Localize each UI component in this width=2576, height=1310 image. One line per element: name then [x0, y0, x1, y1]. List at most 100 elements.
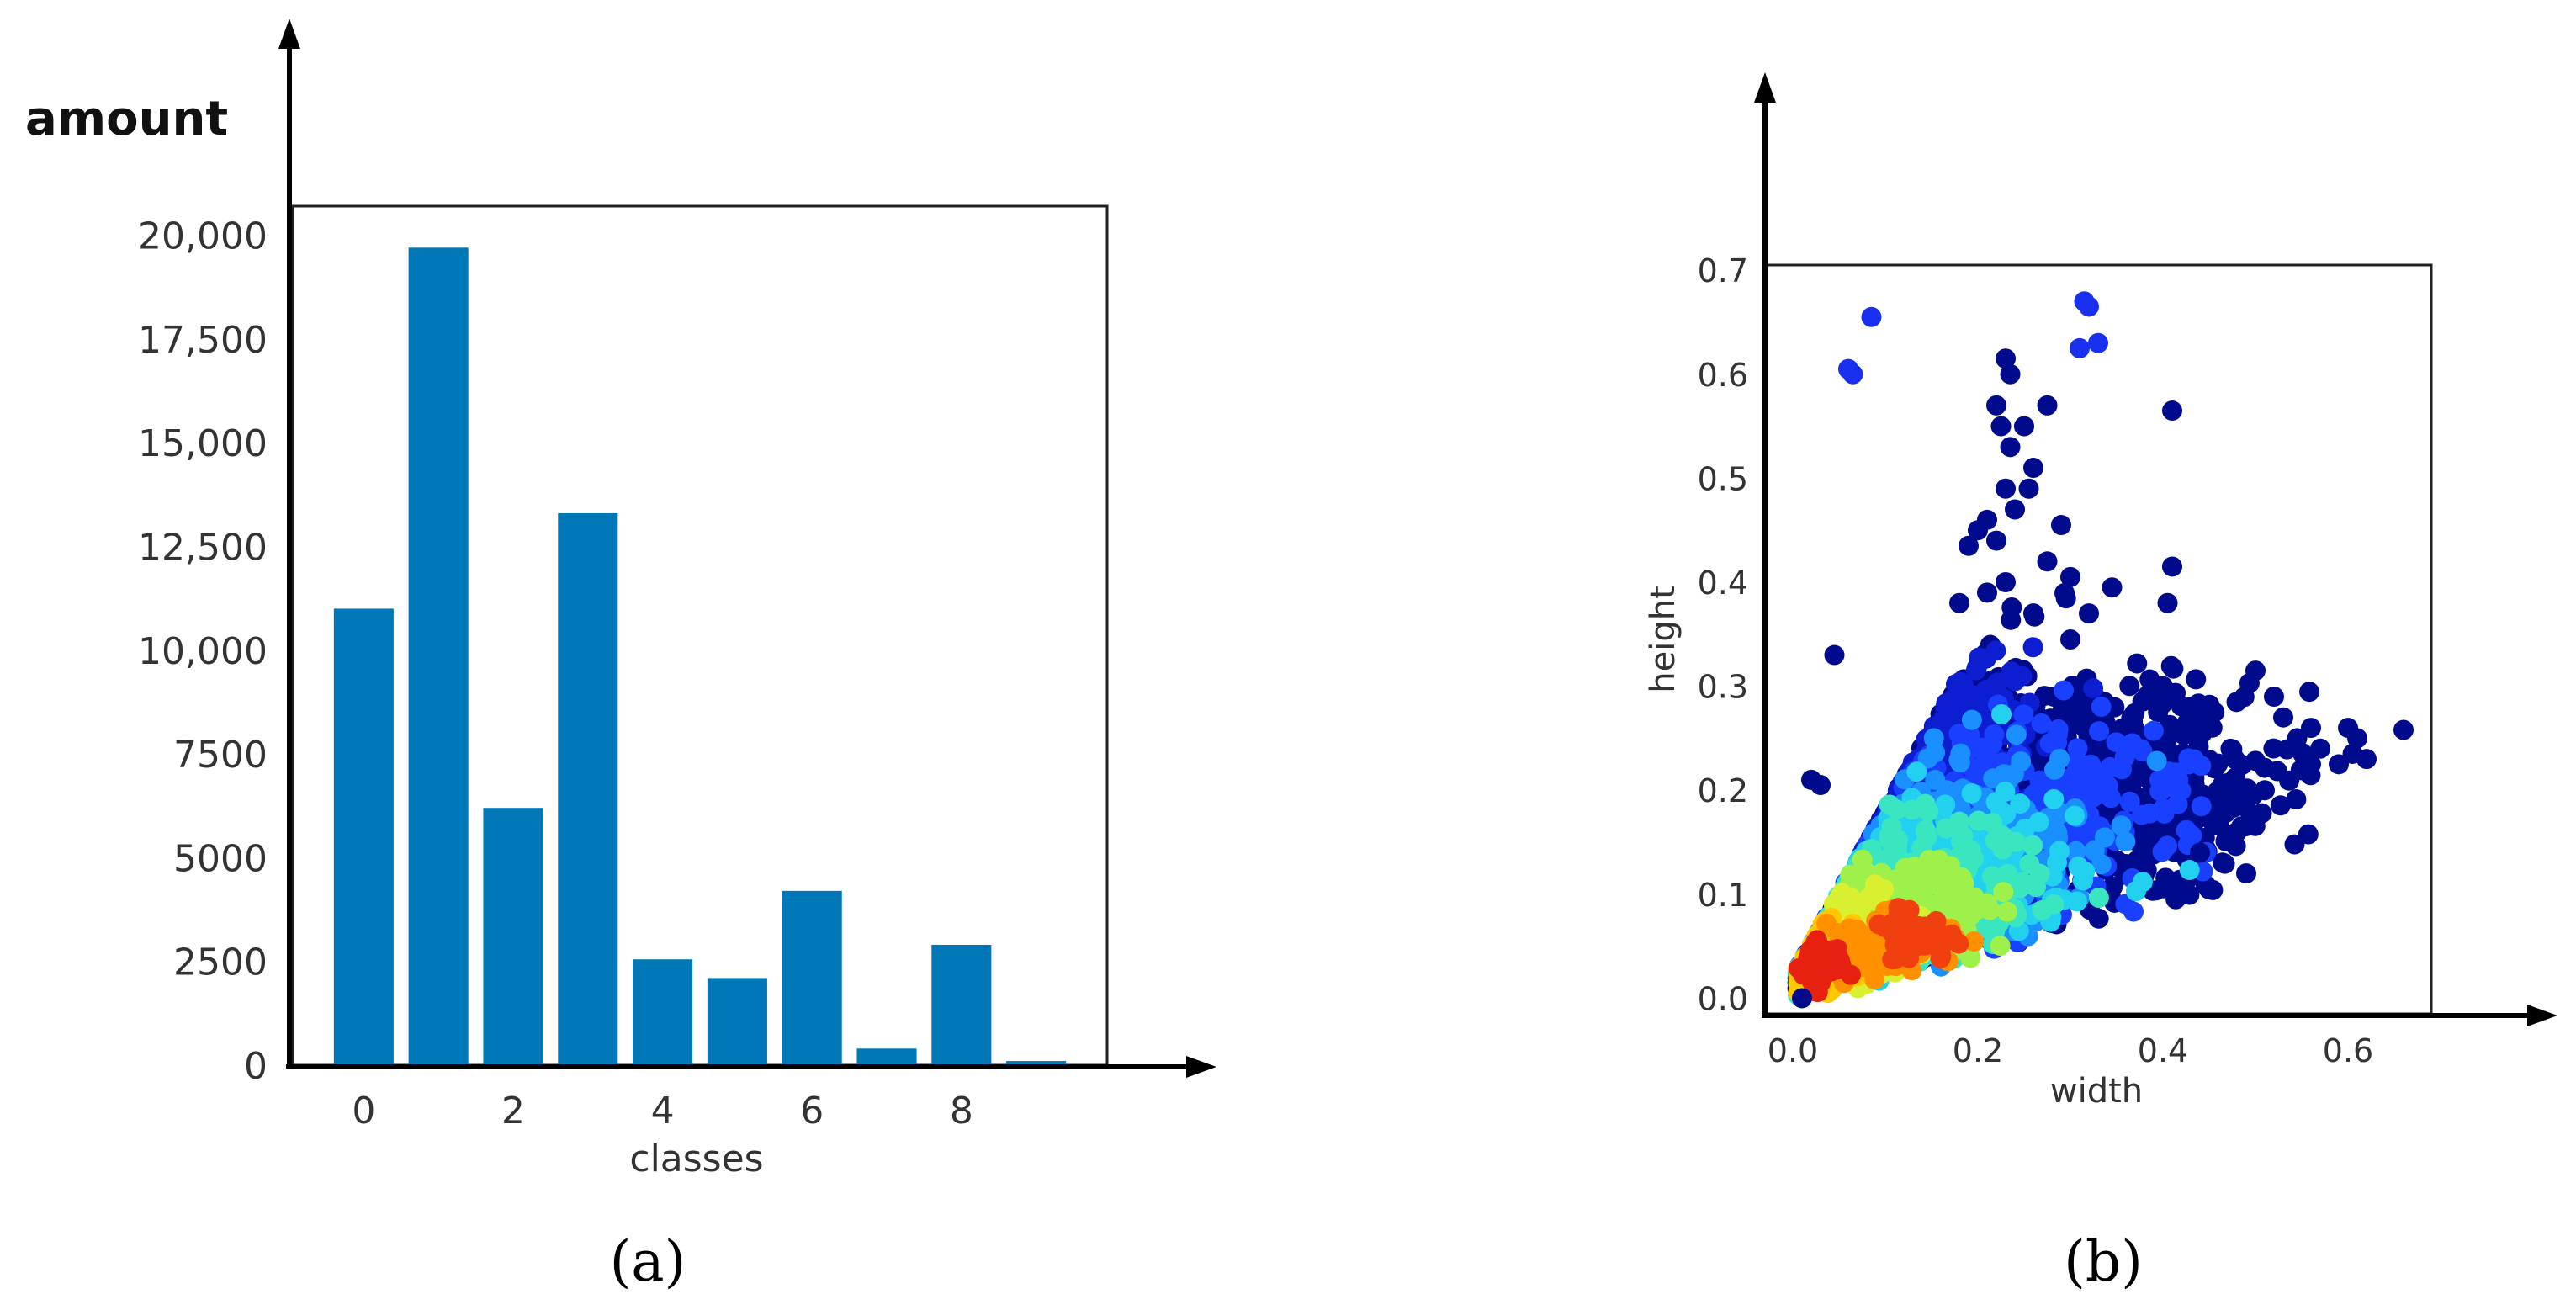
x-tick-label: 6	[800, 1090, 824, 1132]
scatter-point	[2127, 653, 2148, 674]
scatter-point	[2000, 437, 2021, 458]
scatter-point	[2245, 806, 2266, 827]
scatter-point	[2079, 296, 2099, 317]
scatter-y-tick-label: 0.5	[1698, 460, 1748, 497]
scatter-point	[1824, 644, 1845, 666]
x-axis-ticks: 0 2 4 6 8	[352, 1090, 973, 1132]
y-tick-label: 5000	[173, 837, 268, 880]
scatter-point	[2264, 686, 2284, 707]
scatter-point	[2155, 867, 2176, 888]
scatter-point	[2043, 788, 2065, 809]
scatter-y-tick-label: 0.3	[1698, 669, 1748, 706]
scatter-point	[1879, 794, 1900, 815]
scatter-point	[2000, 363, 2021, 385]
scatter-point	[2022, 835, 2043, 856]
scatter-point	[1928, 923, 1949, 944]
scatter-y-tick-label: 0.1	[1698, 877, 1748, 914]
x-tick-label: 2	[501, 1090, 525, 1132]
scatter-point	[2102, 577, 2123, 598]
scatter-x-tick-label: 0.6	[2323, 1032, 2373, 1069]
scatter-point	[2299, 682, 2320, 703]
scatter-point	[2088, 908, 2109, 929]
bar-class-3	[558, 512, 618, 1065]
scatter-point	[1916, 826, 1937, 847]
scatter-point	[2157, 592, 2178, 613]
scatter-point	[2162, 400, 2182, 422]
scatter-point	[2301, 754, 2321, 775]
scatter-point	[2130, 739, 2151, 760]
scatter-point	[2263, 738, 2284, 759]
x-tick-label: 4	[651, 1090, 675, 1132]
scatter-x-axis-arrowhead	[2527, 1005, 2557, 1026]
scatter-point	[2165, 888, 2186, 910]
scatter-point	[2075, 773, 2096, 794]
scatter-point	[2051, 515, 2071, 536]
scatter-point	[2218, 798, 2239, 819]
scatter-point	[2273, 707, 2293, 728]
scatter-point	[2342, 743, 2363, 764]
scatter-point	[2202, 717, 2223, 738]
scatter-point	[2006, 831, 2027, 852]
scatter-y-tick-label: 0.0	[1698, 980, 1748, 1017]
scatter-point	[1810, 775, 1831, 796]
scatter-point	[2298, 824, 2319, 845]
scatter-point	[1895, 857, 1916, 878]
scatter-point	[2204, 702, 2225, 723]
bar-class-7	[856, 1048, 917, 1065]
scatter-point	[2165, 762, 2186, 783]
scatter-point	[1996, 901, 2017, 922]
scatter-point	[1961, 709, 1982, 730]
scatter-point	[1977, 582, 1997, 603]
scatter-point	[2006, 724, 2027, 745]
scatter-point	[2001, 661, 2022, 682]
scatter-point	[1910, 886, 1931, 907]
scatter-point	[2245, 660, 2266, 682]
scatter-point	[2111, 759, 2132, 780]
scatter-point	[2153, 798, 2174, 819]
scatter-point	[2183, 749, 2204, 770]
scatter-point	[2149, 781, 2171, 802]
scatter-point	[1820, 950, 1841, 971]
scatter-point	[1996, 478, 2016, 499]
scatter-point	[2048, 719, 2069, 740]
scatter-point	[1983, 768, 2004, 789]
scatter-point	[2165, 778, 2186, 799]
scatter-point	[2245, 750, 2266, 772]
bar-series	[333, 247, 1067, 1065]
y-axis-arrowhead	[278, 19, 300, 49]
scatter-point	[1845, 937, 1866, 958]
scatter-point	[2212, 852, 2233, 873]
scatter-point	[2301, 718, 2321, 739]
scatter-y-tick-label: 0.6	[1698, 357, 1748, 394]
scatter-point	[1990, 416, 2012, 437]
panel-label-a: (a)	[610, 1229, 686, 1294]
scatter-point	[1996, 572, 2016, 593]
scatter-point	[2208, 753, 2229, 774]
scatter-point	[1906, 761, 1927, 782]
scatter-point	[1792, 988, 1812, 1009]
y-tick-label: 7500	[173, 734, 268, 777]
scatter-point	[2111, 815, 2132, 836]
scatter-point	[2060, 629, 2080, 650]
scatter-point	[1936, 818, 1957, 839]
scatter-point	[2207, 781, 2228, 802]
scatter-point	[1961, 782, 1982, 804]
scatter-point	[2198, 878, 2219, 899]
scatter-point	[1976, 679, 1997, 700]
y-tick-label: 12,500	[138, 526, 268, 569]
scatter-point	[2057, 777, 2078, 798]
scatter-point	[2310, 738, 2330, 759]
scatter-point	[2255, 780, 2275, 801]
scatter-point	[2191, 796, 2212, 817]
scatter-point	[2001, 597, 2022, 618]
scatter-point	[2181, 697, 2201, 718]
bar-class-5	[707, 978, 767, 1065]
scatter-point	[2156, 732, 2177, 753]
scatter-point	[2186, 723, 2207, 744]
scatter-point	[2049, 841, 2070, 862]
scatter-y-axis-ticks: 0.0 0.1 0.2 0.3 0.4 0.5 0.6 0.7	[1698, 252, 1748, 1017]
scatter-y-axis-arrowhead	[1754, 72, 1776, 103]
scatter-point	[2044, 759, 2065, 780]
scatter-x-tick-label: 0.4	[2138, 1032, 2188, 1069]
